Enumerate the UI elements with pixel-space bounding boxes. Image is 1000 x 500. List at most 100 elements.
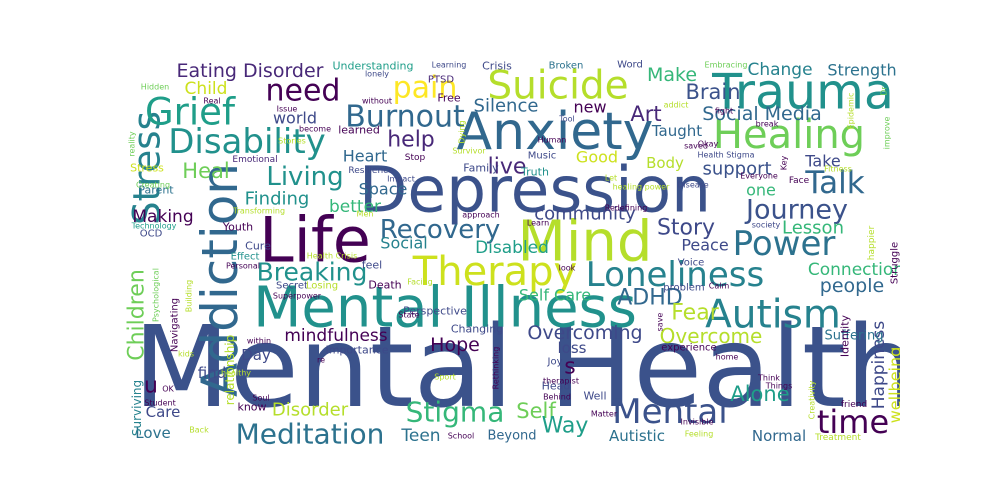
word-school: School [448,432,475,441]
word-perspective: Perspective [403,305,467,318]
word-identity: Identity [839,314,852,357]
word-making: Making [132,207,193,227]
word-people: people [820,275,884,297]
word-loneliness: Loneliness [586,255,764,295]
word-wellbeing: wellbeing [886,347,901,424]
word-heart: Heart [343,147,388,166]
word-stigma: Stigma [406,396,505,429]
word-disabled: Disabled [475,238,549,258]
word-healthy: healthy [221,369,251,378]
word-truth: Truth [520,166,549,179]
word-facing: Facing [407,278,433,287]
word-mindfulness: mindfulness [284,326,387,346]
word-social: Social [380,234,427,253]
word-ptsd: PTSD [428,75,454,86]
word-cure: Cure [245,240,271,253]
word-let: Let [605,174,617,183]
word-calm: Calm [709,282,730,291]
word-relationship: relationship [223,335,237,406]
word-joy: Joy [547,357,563,368]
word-teen: Teen [400,426,440,446]
word-experience: experience [661,343,716,354]
word-power: Power [733,224,836,264]
word-emotional: Emotional [232,155,277,165]
word-normal: Normal [752,427,806,445]
word-face: Face [789,176,810,186]
word-anxiety: Anxiety [457,102,654,162]
word-back: Back [189,426,209,435]
word-behind: Behind [543,393,571,402]
word-story: Story [657,216,715,241]
word-living: Living [266,162,343,192]
word-brain: Brain [685,80,740,104]
word-talk: Talk [804,165,864,201]
word-one: one [746,181,776,200]
word-suffering: Suffering [825,329,884,344]
word-personal: Personal [226,262,260,271]
word-hidden: Hidden [141,83,169,92]
word-self-care: Self Care [519,286,591,305]
word-become: become [299,125,331,134]
word-stress-2: Stress [130,162,164,175]
word-break: break [756,120,779,129]
word-transforming: Transforming [232,207,285,216]
word-kids: kids [178,350,194,359]
word-therapy: Therapy [412,249,577,295]
word-art: Art [630,102,661,126]
word-okay: Okay [698,140,719,149]
word-social-media: Social Media [702,103,821,125]
word-re: re [317,356,325,365]
word-problem: problem [663,283,704,294]
word-healing: Healing [713,112,865,158]
word-death: Death [368,279,401,292]
word-tool: Tool [558,115,575,124]
word-feel: feel [362,259,382,272]
word-navigating: Navigating [170,298,181,352]
word-disease: Disease [677,181,709,190]
word-key: Key [780,155,789,170]
word-make: Make [647,64,697,86]
word-day: Day [241,346,271,364]
word-loss: loss [558,339,587,357]
word-embracing: Embracing [705,61,748,70]
word-technology: Technology [131,222,177,231]
word-need: need [266,74,341,109]
word-everyone: Everyone [740,172,778,181]
word-creativity: Creativity [808,380,817,419]
word-issue: Issue [277,105,298,114]
word-things: Things [765,382,793,391]
word-grief: Grief [145,91,236,134]
word-friend: friend [841,400,867,410]
word-crisis: Crisis [482,60,512,73]
word-free: Free [437,92,461,105]
word-losing: Losing [306,281,338,292]
word-overcoming: Overcoming [527,322,642,344]
word-learning: Learning [432,61,467,70]
word-help: help [387,128,435,153]
word-trauma: Trauma [711,64,894,121]
word-surviving: Surviving [130,380,144,436]
word-live: live [488,155,527,180]
word-eating-disorder: Eating Disorder [177,60,324,82]
word-broken: Broken [549,61,584,72]
word-child: Child [185,79,228,99]
word-struggle: Struggle [890,242,901,284]
word-health-crisis: Health Crisis [307,252,357,261]
word-disability: Disability [168,122,326,162]
word-importance: Importance [325,344,388,357]
word-superpower: Superpower [273,292,322,301]
word-silence: Silence [474,96,539,117]
word-overcome: Overcome [660,324,763,348]
word-adhd: ADHD [617,286,682,311]
word-dying: Dying [458,120,467,143]
word-s: s [564,355,575,380]
word-pain: pain [393,71,458,106]
word-community: community [534,204,636,225]
word-self: Self [516,399,556,423]
word-changing: Changing [451,323,503,336]
word-parent: Parent [138,184,174,197]
word-word: Word [617,60,643,71]
word-well: Well [583,390,606,403]
word-addict: addict [664,101,689,110]
word-feeling: Feeling [685,430,714,439]
